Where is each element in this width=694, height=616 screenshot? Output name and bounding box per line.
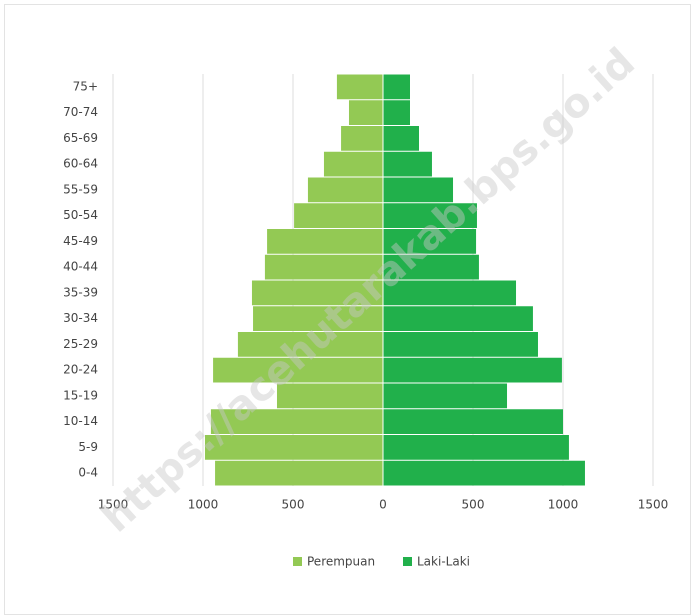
y-tick-label: 60-64 — [63, 157, 98, 171]
bar — [276, 383, 383, 409]
y-tick-label: 35-39 — [63, 285, 98, 299]
y-tick-label: 25-29 — [63, 337, 98, 351]
y-tick-label: 70-74 — [63, 105, 98, 119]
bar — [383, 100, 410, 125]
x-tick-label: 1500 — [638, 498, 669, 512]
y-tick-label: 50-54 — [63, 208, 98, 222]
bar — [204, 435, 383, 460]
x-tick-label: 0 — [379, 498, 387, 512]
y-tick-label: 55-59 — [63, 182, 98, 196]
legend-swatch — [293, 557, 302, 566]
x-tick-label: 1000 — [188, 498, 219, 512]
bar — [264, 254, 383, 280]
x-tick-label: 500 — [462, 498, 485, 512]
bar — [383, 151, 432, 177]
legend-swatch — [403, 557, 412, 566]
bar — [215, 460, 383, 486]
x-tick-label: 1000 — [548, 498, 579, 512]
bar — [383, 74, 410, 100]
y-tick-label: 5-9 — [78, 440, 98, 454]
y-tick-label: 0-4 — [78, 466, 98, 480]
bar — [307, 177, 383, 203]
bar — [383, 254, 479, 280]
bar — [383, 306, 533, 331]
bar — [253, 306, 383, 331]
bar — [323, 151, 383, 177]
bar — [251, 280, 383, 306]
bar — [383, 203, 477, 228]
bar — [383, 460, 585, 486]
bar — [383, 383, 508, 409]
bar — [383, 126, 419, 151]
y-tick-label: 10-14 — [63, 414, 98, 428]
bar — [341, 126, 383, 151]
y-tick-label: 30-34 — [63, 311, 98, 325]
y-tick-label: 15-19 — [63, 388, 98, 402]
bar — [213, 357, 383, 383]
legend-label: Perempuan — [307, 555, 375, 569]
y-tick-label: 40-44 — [63, 260, 98, 274]
y-tick-label: 65-69 — [63, 131, 98, 145]
bar — [383, 177, 454, 203]
bar — [383, 229, 477, 254]
bar — [348, 100, 383, 125]
x-tick-label: 500 — [282, 498, 305, 512]
bar — [383, 332, 538, 357]
bar — [383, 280, 517, 306]
y-tick-label: 45-49 — [63, 234, 98, 248]
bar — [383, 357, 562, 383]
bar — [237, 332, 383, 357]
bar — [294, 203, 383, 228]
legend-label: Laki-Laki — [417, 555, 470, 569]
bar — [336, 74, 383, 100]
bar — [210, 409, 383, 434]
x-tick-label: 1500 — [98, 498, 129, 512]
bar — [267, 229, 383, 254]
bar — [383, 435, 569, 460]
y-tick-label: 20-24 — [63, 363, 98, 377]
y-tick-label: 75+ — [73, 79, 98, 93]
bar — [383, 409, 563, 434]
